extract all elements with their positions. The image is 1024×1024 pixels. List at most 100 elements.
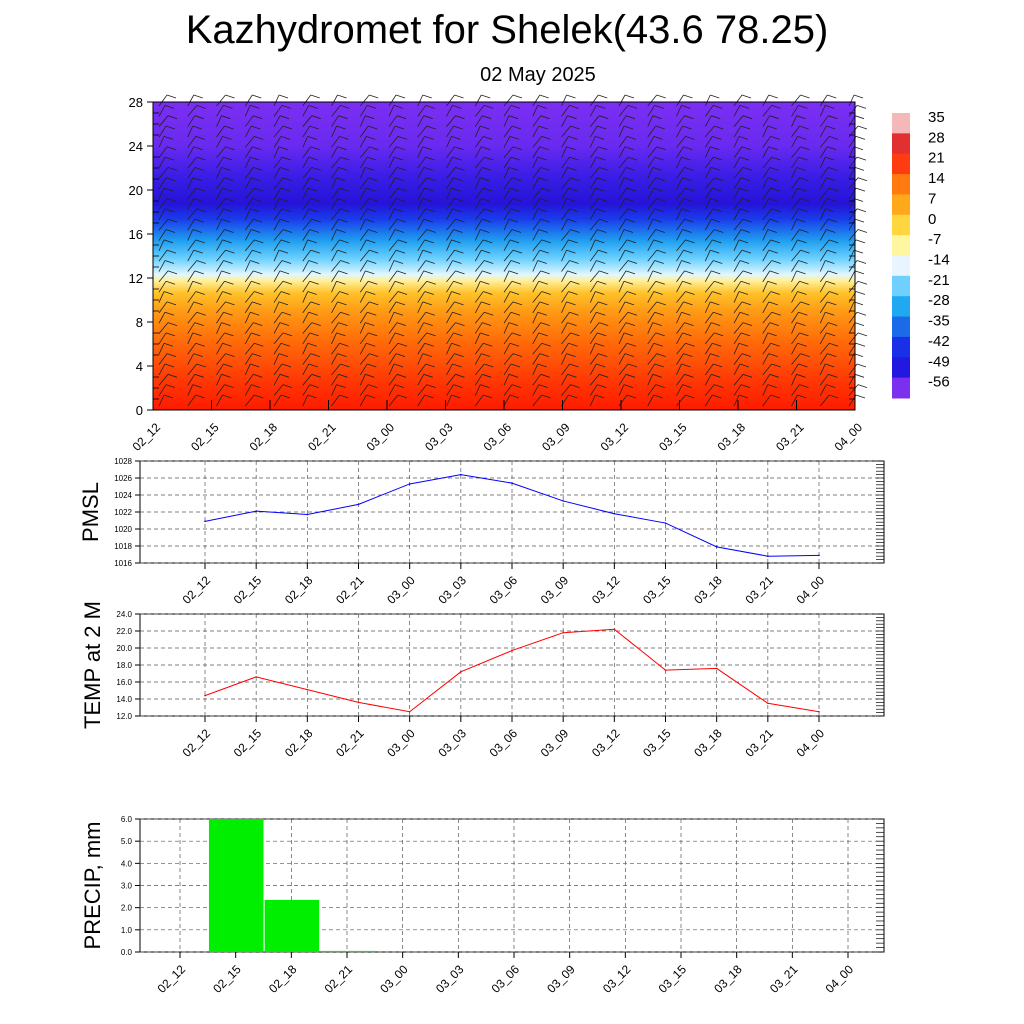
wind-barb bbox=[331, 125, 346, 138]
barb-flag bbox=[223, 104, 233, 109]
barb-flag bbox=[425, 104, 435, 109]
wind-barb bbox=[848, 332, 868, 345]
barb-staff bbox=[676, 363, 682, 376]
barb-flag bbox=[165, 177, 176, 182]
barb-staff bbox=[158, 115, 169, 127]
barb-staff bbox=[187, 291, 197, 303]
barb-staff bbox=[302, 136, 309, 148]
barb-flag bbox=[453, 229, 463, 233]
barb-flag bbox=[337, 301, 347, 306]
barb-staff bbox=[791, 187, 798, 200]
barb-staff bbox=[302, 270, 313, 283]
x-tick-label: 03_18 bbox=[691, 726, 725, 760]
wind-barb bbox=[158, 239, 174, 251]
wind-barb bbox=[158, 394, 174, 407]
barb-flag bbox=[569, 104, 579, 109]
wind-barb bbox=[474, 280, 490, 293]
barb-staff bbox=[446, 312, 453, 324]
wind-barb bbox=[647, 291, 663, 303]
barb-staff bbox=[733, 301, 743, 314]
barb-flag bbox=[713, 156, 723, 161]
barb-staff bbox=[819, 177, 827, 189]
barb-flag bbox=[424, 291, 434, 295]
barb-staff bbox=[273, 250, 280, 262]
y-tick-label: 0.0 bbox=[121, 948, 133, 957]
barb-flag bbox=[395, 249, 406, 254]
barb-staff bbox=[704, 177, 715, 190]
barb-staff bbox=[216, 229, 225, 241]
barb-flag bbox=[252, 301, 262, 306]
barb-flag bbox=[767, 280, 777, 285]
barb-flag bbox=[222, 291, 232, 295]
barb-staff bbox=[561, 156, 570, 169]
barb-staff bbox=[503, 136, 511, 148]
barb-staff bbox=[359, 229, 369, 241]
barb-staff bbox=[158, 218, 169, 231]
barb-staff bbox=[704, 384, 715, 396]
barb-flag bbox=[683, 301, 693, 306]
barb-flag bbox=[714, 177, 724, 182]
wind-barb bbox=[532, 353, 549, 365]
barb-flag bbox=[739, 208, 750, 213]
barb-staff bbox=[158, 312, 166, 324]
barb-flag bbox=[826, 384, 836, 389]
wind-barb bbox=[733, 156, 750, 169]
barb-staff bbox=[359, 343, 367, 355]
barb-staff bbox=[704, 105, 714, 117]
barb-staff bbox=[302, 280, 311, 293]
wind-barb bbox=[589, 229, 607, 241]
wind-barb bbox=[819, 146, 837, 158]
wind-barb bbox=[532, 280, 548, 293]
barb-staff bbox=[187, 363, 198, 376]
barb-flag bbox=[221, 167, 231, 171]
y-tick-label: 5.0 bbox=[121, 837, 133, 846]
wind-barb bbox=[618, 115, 636, 127]
barb-staff bbox=[216, 374, 222, 386]
barb-staff bbox=[618, 291, 628, 303]
wind-barb bbox=[532, 373, 550, 386]
barb-staff bbox=[446, 156, 453, 169]
barb-staff bbox=[561, 343, 569, 355]
barb-flag bbox=[508, 373, 519, 378]
wind-barb bbox=[187, 104, 206, 117]
barb-flag bbox=[481, 353, 491, 358]
barb-flag bbox=[166, 146, 177, 151]
barb-flag bbox=[395, 146, 406, 151]
barb-staff bbox=[446, 363, 453, 376]
barb-staff bbox=[704, 167, 712, 179]
barb-staff bbox=[791, 94, 801, 107]
barb-staff bbox=[388, 374, 398, 386]
data-point bbox=[357, 701, 360, 704]
wind-barb bbox=[762, 280, 777, 293]
barb-staff bbox=[359, 218, 366, 231]
wind-barb bbox=[446, 135, 461, 148]
barb-flag bbox=[167, 218, 178, 223]
colorbar-swatch bbox=[892, 357, 910, 379]
wind-barb bbox=[589, 135, 605, 148]
barb-staff bbox=[388, 125, 396, 138]
barb-flag bbox=[508, 218, 519, 223]
wind-barb bbox=[561, 249, 576, 262]
wind-barb bbox=[589, 167, 609, 179]
barb-flag bbox=[422, 249, 432, 254]
barb-staff bbox=[302, 332, 311, 345]
wind-barb bbox=[503, 363, 521, 376]
barb-staff bbox=[446, 394, 452, 407]
barb-flag bbox=[625, 167, 636, 171]
barb-flag bbox=[512, 198, 523, 202]
barb-flag bbox=[710, 353, 720, 358]
barb-staff bbox=[388, 167, 398, 179]
wind-barb bbox=[791, 311, 808, 324]
wind-barb bbox=[331, 135, 349, 148]
y-tick-label: 12 bbox=[129, 271, 143, 286]
wind-barb bbox=[704, 146, 720, 158]
barb-flag bbox=[623, 384, 634, 389]
barb-staff bbox=[417, 146, 424, 158]
wind-barb bbox=[388, 218, 407, 231]
barb-staff bbox=[244, 156, 251, 169]
barb-staff bbox=[819, 198, 828, 210]
wind-barb bbox=[244, 239, 264, 252]
wind-barb bbox=[618, 270, 636, 283]
barb-staff bbox=[561, 312, 570, 324]
wind-barb bbox=[216, 301, 235, 314]
